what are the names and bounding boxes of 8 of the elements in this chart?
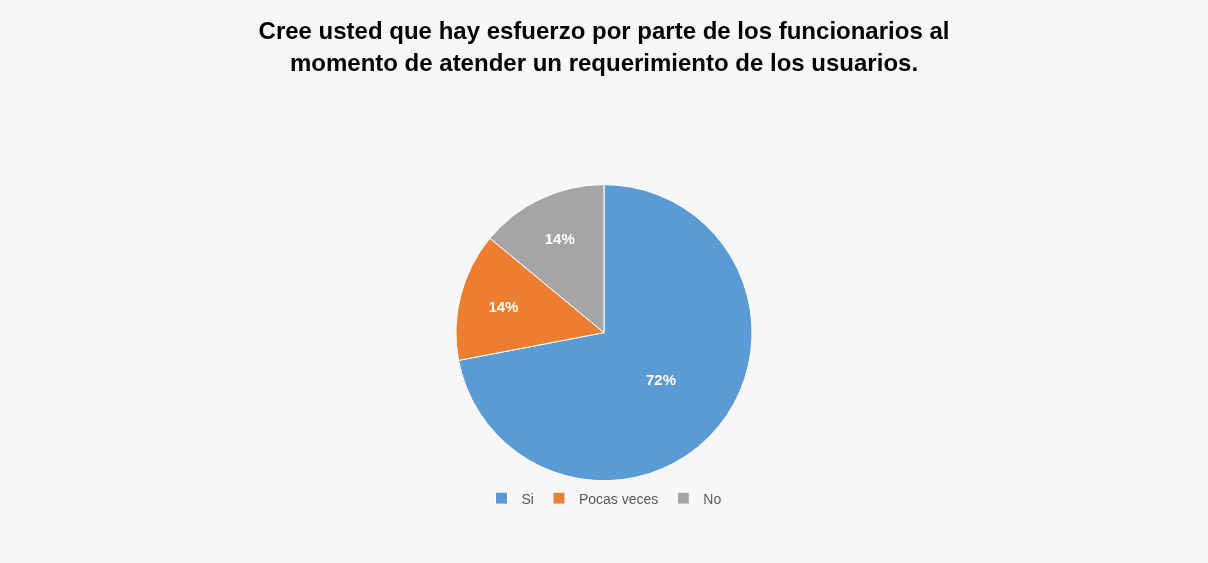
chart-title: Cree usted que hay esfuerzo por parte de los funcionarios al momento de atender un requerimiento de los usuarios. xyxy=(258,17,950,76)
pie-slice xyxy=(458,184,753,482)
legend-label: Si xyxy=(521,490,534,507)
data-label: 14% xyxy=(488,298,519,316)
data-label: 72% xyxy=(646,371,677,389)
data-label: 14% xyxy=(544,230,575,248)
legend-label: Pocas veces xyxy=(578,490,659,507)
legend-label: No xyxy=(703,490,722,507)
